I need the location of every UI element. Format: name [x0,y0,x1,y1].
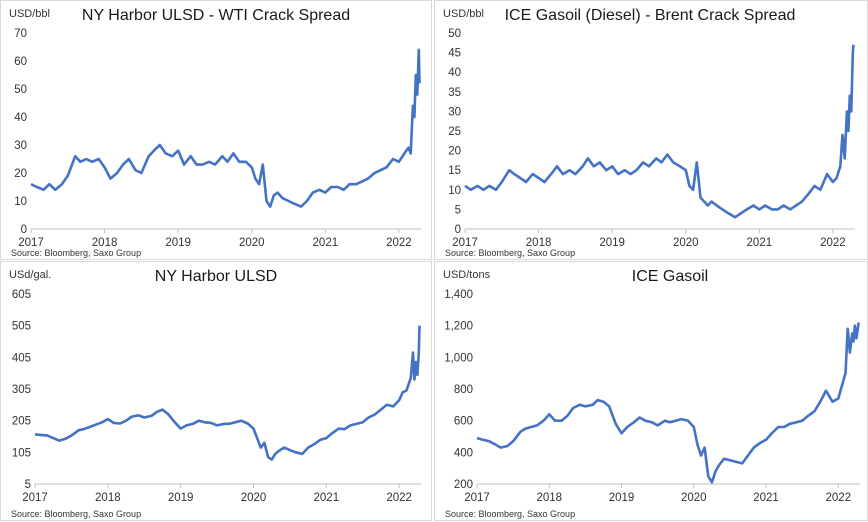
x-tick-label: 2019 [168,492,194,504]
y-tick-label: 605 [12,289,31,301]
x-tick-label: 2018 [526,237,552,249]
y-tick-label: 35 [448,87,461,99]
y-tick-label: 600 [454,416,473,428]
y-tick-label: 305 [12,384,31,396]
chart-panel-ulsd-wti-crack: USD/bbl NY Harbor ULSD - WTI Crack Spread… [0,0,432,260]
y-tick-label: 1,000 [444,352,473,364]
y-tick-label: 45 [448,48,461,60]
chart-svg: USD/tons ICE Gasoil 200 400 600 800 1,000 1,200… [443,268,860,519]
unit-label: USD/bbl [443,8,484,20]
x-tick-label: 2019 [609,492,635,504]
y-tick-label: 50 [14,84,27,96]
y-tick-label: 50 [448,28,461,40]
source-note: Source: Bloomberg, Saxo Group [11,509,141,519]
y-tick-label: 30 [14,140,27,152]
x-tick-label: 2022 [386,492,412,504]
chart-panel-ny-harbor-ulsd: USd/gal. NY Harbor ULSD 5 105 205 305 405 505 60… [0,261,432,521]
chart-title: ICE Gasoil (Diesel) - Brent Crack Spread [505,7,796,24]
chart-title: NY Harbor ULSD - WTI Crack Spread [82,7,350,24]
y-tick-label: 15 [448,165,461,177]
y-tick-label: 5 [25,479,31,491]
series-line [476,322,860,484]
x-tick-label: 2022 [386,237,412,249]
chart-title: NY Harbor ULSD [155,268,277,285]
y-tick-label: 400 [454,447,473,459]
y-tick-label: 1,400 [444,289,473,301]
unit-label: USd/gal. [9,269,51,281]
y-tick-label: 0 [455,224,461,236]
x-tick-label: 2021 [313,237,339,249]
y-tick-label: 10 [448,185,461,197]
x-tick-label: 2017 [18,237,44,249]
x-tick-label: 2019 [599,237,625,249]
x-tick-label: 2017 [452,237,478,249]
x-tick-label: 2020 [241,492,267,504]
source-note: Source: Bloomberg, Saxo Group [11,248,141,258]
x-tick-label: 2017 [22,492,48,504]
x-tick-label: 2021 [747,237,773,249]
y-tick-label: 405 [12,352,31,364]
source-note: Source: Bloomberg, Saxo Group [445,509,575,519]
y-tick-label: 205 [12,416,31,428]
y-tick-label: 5 [455,204,461,216]
series-line [34,325,421,461]
source-note: Source: Bloomberg, Saxo Group [445,248,575,258]
chart-panel-ice-gasoil: USD/tons ICE Gasoil 200 400 600 800 1,000 1,200… [434,261,868,521]
y-tick-label: 800 [454,384,473,396]
y-tick-label: 1,200 [444,321,473,333]
x-tick-label: 2018 [95,492,121,504]
y-tick-label: 20 [14,168,27,180]
x-tick-label: 2022 [826,492,852,504]
y-tick-label: 30 [448,106,461,118]
chart-svg: USd/gal. NY Harbor ULSD 5 105 205 305 405 505 60… [9,268,421,519]
x-tick-label: 2019 [165,237,191,249]
y-tick-label: 505 [12,321,31,333]
y-tick-label: 70 [14,28,27,40]
x-tick-label: 2020 [681,492,707,504]
y-tick-label: 105 [12,447,31,459]
series-line [464,44,855,219]
x-tick-label: 2020 [239,237,265,249]
x-tick-label: 2021 [314,492,340,504]
y-tick-label: 40 [448,67,461,79]
series-line [30,48,421,208]
unit-label: USD/bbl [9,8,50,20]
y-tick-label: 20 [448,146,461,158]
unit-label: USD/tons [443,269,491,281]
x-tick-label: 2021 [753,492,779,504]
y-tick-label: 10 [14,196,27,208]
x-tick-label: 2022 [820,237,846,249]
chart-title: ICE Gasoil [632,268,708,285]
chart-panel-gasoil-brent-crack: USD/bbl ICE Gasoil (Diesel) - Brent Crack… [434,0,868,260]
x-tick-label: 2017 [464,492,490,504]
x-tick-label: 2018 [536,492,562,504]
x-tick-label: 2018 [92,237,118,249]
y-tick-label: 60 [14,56,27,68]
chart-svg: USD/bbl NY Harbor ULSD - WTI Crack Spread… [9,7,421,258]
y-tick-label: 25 [448,126,461,138]
y-tick-label: 40 [14,112,27,124]
y-tick-label: 0 [21,224,27,236]
chart-svg: USD/bbl ICE Gasoil (Diesel) - Brent Crack… [443,7,855,258]
x-tick-label: 2020 [673,237,699,249]
y-tick-label: 200 [454,479,473,491]
